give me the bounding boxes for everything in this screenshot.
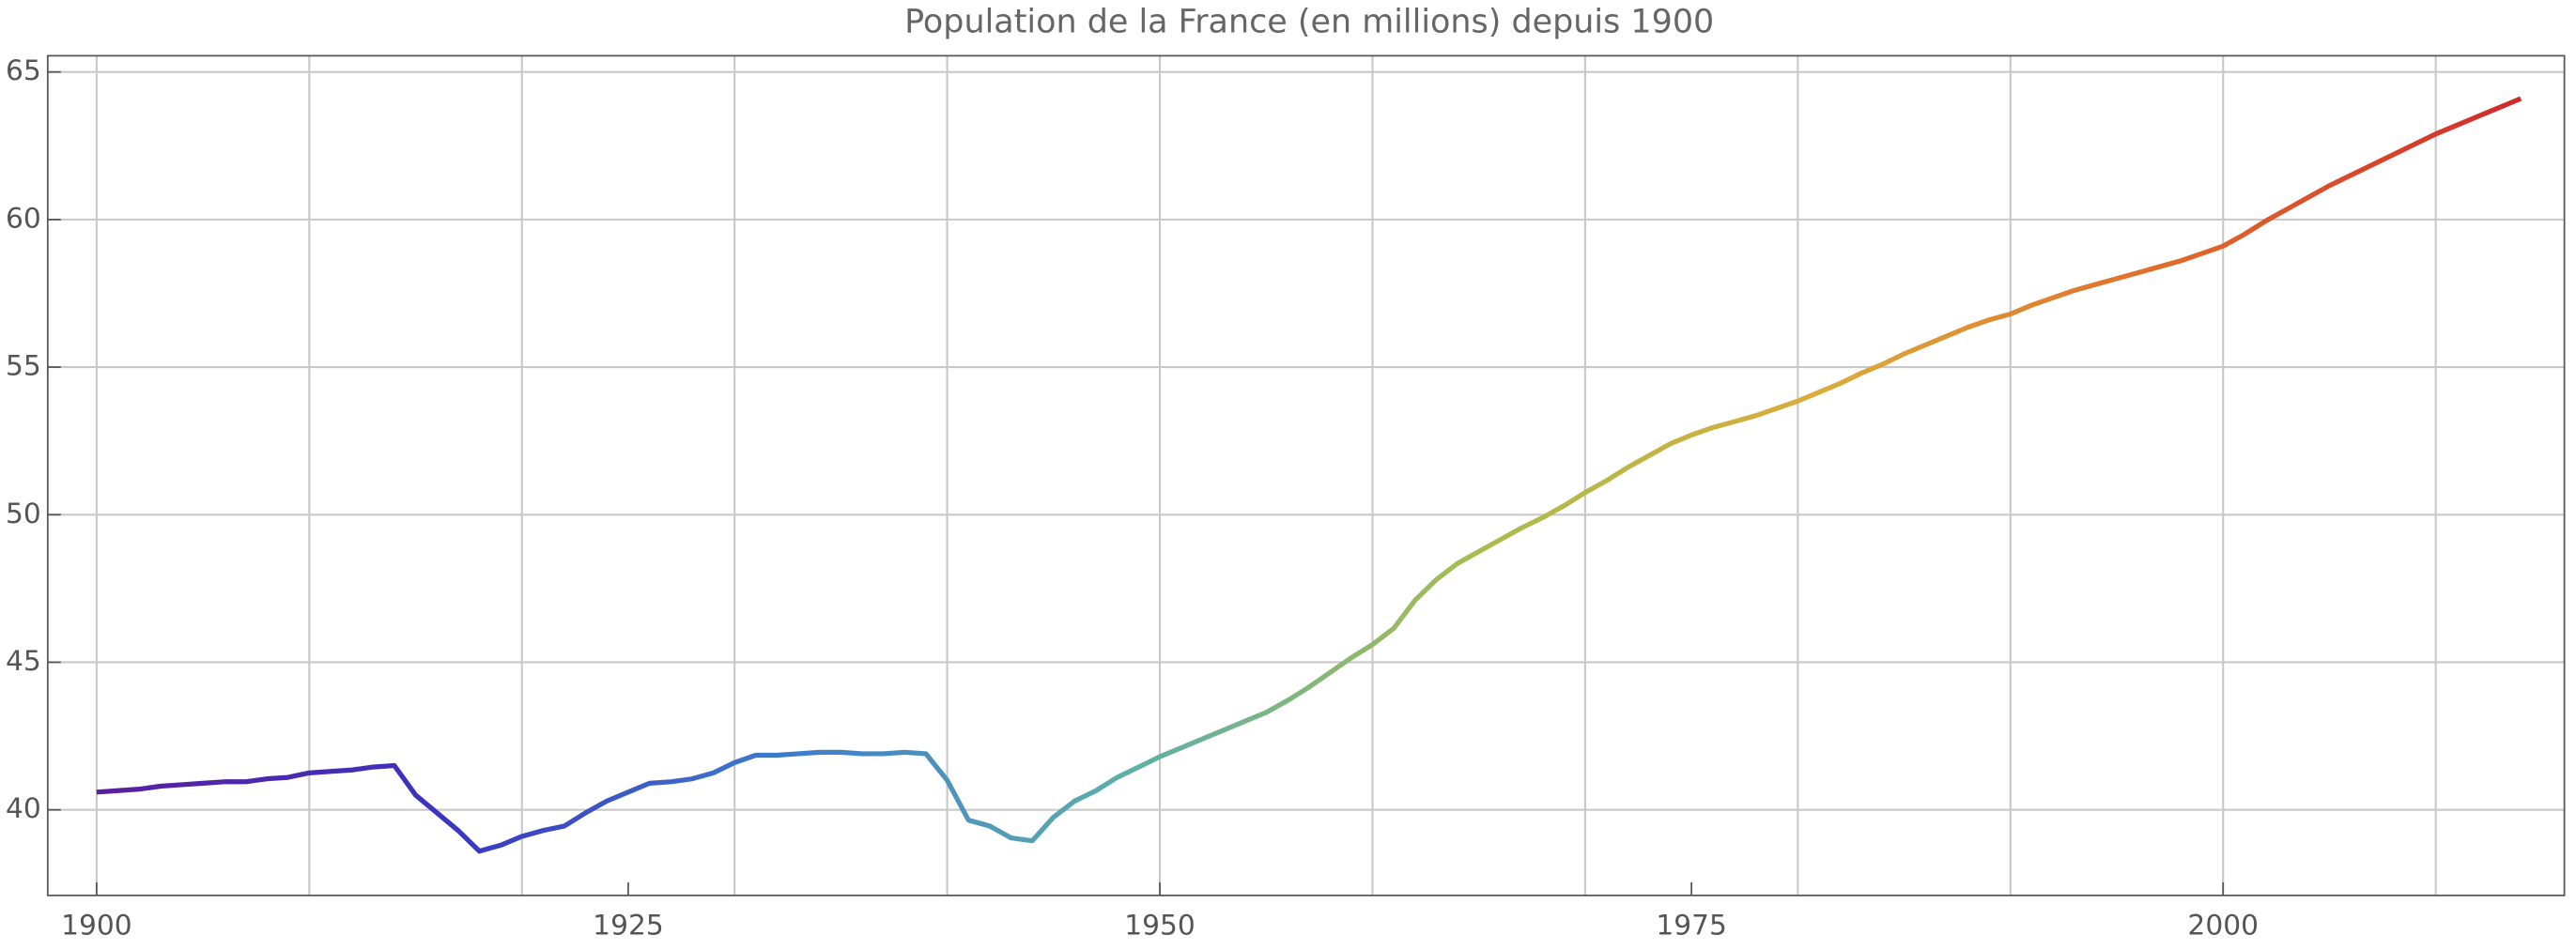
x-tick-label: 1950: [1124, 910, 1195, 942]
y-tick-label: 45: [6, 645, 41, 678]
x-tick-label: 2000: [2187, 910, 2259, 942]
x-tick-label: 1900: [61, 910, 132, 942]
plot-frame: [46, 54, 2566, 896]
y-tick-label: 65: [6, 54, 41, 87]
y-tick-label: 60: [6, 202, 41, 235]
y-tick-label: 55: [6, 350, 41, 383]
x-tick-label: 1925: [593, 910, 664, 942]
x-tick-label: 1975: [1656, 910, 1727, 942]
chart-title: Population de la France (en millions) de…: [904, 3, 1714, 40]
y-tick-label: 50: [6, 498, 41, 530]
y-tick-label: 40: [6, 792, 41, 825]
data-line: [96, 96, 2522, 854]
